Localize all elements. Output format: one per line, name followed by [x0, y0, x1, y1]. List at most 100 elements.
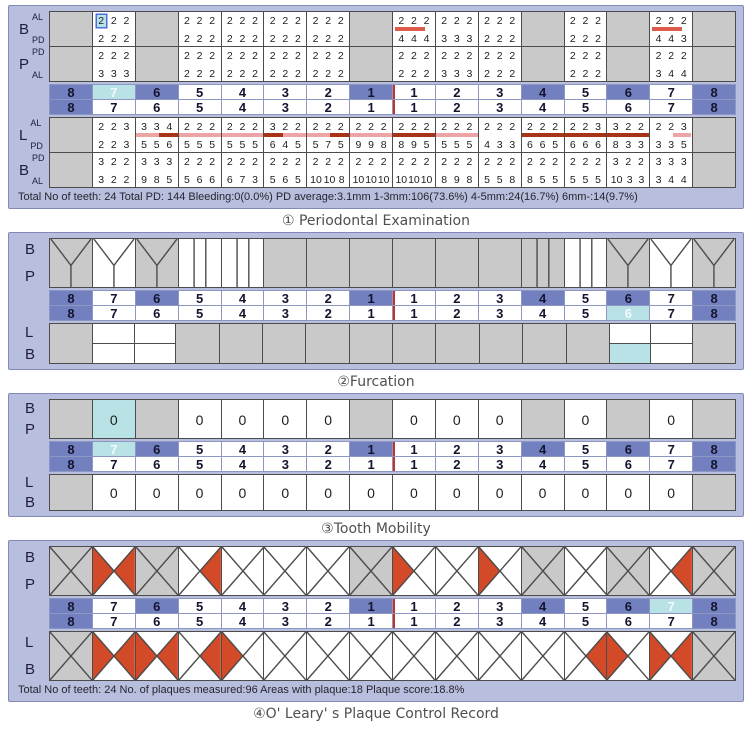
probe-value[interactable]: 2: [441, 50, 448, 62]
tooth-number[interactable]: 1: [349, 290, 393, 306]
probe-value[interactable]: 2: [123, 50, 130, 62]
plaque-cell[interactable]: [306, 546, 351, 596]
probe-value[interactable]: 2: [509, 121, 516, 133]
mobility-cell[interactable]: 0: [606, 474, 651, 511]
probe-value[interactable]: 2: [295, 121, 301, 133]
probe-value[interactable]: 2: [655, 15, 662, 27]
probe-value[interactable]: 5: [569, 174, 576, 186]
tooth-number[interactable]: 1: [349, 99, 393, 115]
probe-value[interactable]: 3: [453, 33, 460, 45]
probe-value[interactable]: 3: [441, 33, 448, 45]
probe-value[interactable]: 3: [98, 156, 105, 168]
tooth-number[interactable]: 3: [477, 84, 522, 100]
probe-value[interactable]: 4: [680, 68, 687, 80]
tooth-number[interactable]: 7: [649, 99, 694, 115]
tooth-number[interactable]: 6: [606, 305, 651, 321]
probe-value[interactable]: 6: [539, 139, 546, 151]
probe-value[interactable]: 2: [312, 156, 319, 168]
tooth-number[interactable]: 2: [306, 441, 351, 457]
probe-value[interactable]: 2: [209, 68, 216, 80]
furcation-cell[interactable]: [649, 238, 694, 288]
tooth-number[interactable]: 7: [91, 456, 136, 472]
probe-value[interactable]: 2: [252, 33, 258, 45]
probe-value[interactable]: 2: [466, 121, 473, 133]
tooth-number[interactable]: 4: [220, 305, 265, 321]
probe-value[interactable]: 5: [595, 174, 601, 186]
tooth-number[interactable]: 6: [134, 456, 179, 472]
tooth-number[interactable]: 8: [49, 290, 93, 306]
plaque-mark-left[interactable]: [92, 547, 114, 595]
probe-value[interactable]: 2: [325, 121, 332, 133]
probe-value[interactable]: 5: [153, 139, 160, 151]
tooth-number[interactable]: 8: [692, 613, 736, 629]
probe-value[interactable]: 5: [184, 139, 190, 151]
probe-value[interactable]: 2: [423, 50, 430, 62]
tooth-number[interactable]: 2: [306, 305, 351, 321]
tooth-number[interactable]: 4: [520, 99, 565, 115]
probe-value[interactable]: 2: [668, 121, 675, 133]
furcation-cell[interactable]: [92, 323, 135, 344]
plaque-cell[interactable]: [263, 546, 308, 596]
probe-value[interactable]: 6: [282, 174, 289, 186]
probe-value[interactable]: 3: [612, 156, 619, 168]
plaque-mark-left[interactable]: [607, 632, 629, 680]
tooth-number[interactable]: 2: [434, 613, 479, 629]
tooth-number[interactable]: 5: [563, 613, 608, 629]
probe-value[interactable]: 2: [239, 121, 246, 133]
tooth-number[interactable]: 2: [306, 613, 351, 629]
mobility-cell[interactable]: 0: [177, 399, 222, 439]
probe-value[interactable]: 2: [110, 139, 117, 151]
probe-value[interactable]: 6: [209, 174, 216, 186]
tooth-number[interactable]: 5: [177, 84, 222, 100]
probe-value[interactable]: 2: [184, 121, 190, 133]
probe-value[interactable]: 2: [484, 156, 490, 168]
plaque-mark-left[interactable]: [650, 632, 672, 680]
mobility-cell[interactable]: 0: [263, 474, 308, 511]
tooth-number[interactable]: 5: [177, 290, 222, 306]
plaque-cell[interactable]: [434, 631, 479, 681]
probe-value[interactable]: 2: [569, 15, 576, 27]
tooth-number[interactable]: 1: [392, 613, 436, 629]
tooth-number[interactable]: 1: [392, 305, 436, 321]
plaque-mark-right[interactable]: [585, 632, 607, 680]
tooth-number[interactable]: 3: [477, 598, 522, 614]
probe-value[interactable]: 2: [398, 15, 405, 27]
probe-value[interactable]: 8: [612, 139, 619, 151]
probe-value[interactable]: 5: [166, 174, 173, 186]
probe-value[interactable]: 2: [337, 50, 344, 62]
probe-value[interactable]: 2: [411, 68, 417, 80]
probe-value[interactable]: 3: [612, 121, 619, 133]
probe-value[interactable]: 2: [196, 121, 203, 133]
probe-value[interactable]: 2: [184, 50, 190, 62]
probe-value[interactable]: 2: [325, 50, 332, 62]
probe-value[interactable]: 5: [312, 139, 319, 151]
tooth-number[interactable]: 6: [134, 613, 179, 629]
tooth-number[interactable]: 5: [563, 456, 608, 472]
probe-value[interactable]: 2: [423, 15, 430, 27]
probe-value[interactable]: 2: [96, 15, 106, 27]
tooth-number[interactable]: 8: [692, 84, 736, 100]
probe-value[interactable]: 3: [680, 156, 687, 168]
probe-value[interactable]: 5: [496, 174, 503, 186]
plaque-cell[interactable]: [477, 546, 522, 596]
furcation-cell[interactable]: [650, 323, 693, 344]
plaque-cell[interactable]: [606, 631, 651, 681]
plaque-mark-right[interactable]: [113, 632, 135, 680]
probe-value[interactable]: 2: [252, 15, 258, 27]
tooth-number[interactable]: 7: [649, 441, 694, 457]
probe-value[interactable]: 3: [655, 174, 662, 186]
mobility-cell[interactable]: 0: [649, 399, 694, 439]
probe-value[interactable]: 2: [668, 50, 675, 62]
probe-value[interactable]: 3: [110, 68, 117, 80]
mobility-cell[interactable]: 0: [392, 474, 436, 511]
tooth-number[interactable]: 1: [349, 613, 393, 629]
probe-value[interactable]: 2: [582, 68, 589, 80]
probe-value[interactable]: 2: [123, 15, 130, 27]
